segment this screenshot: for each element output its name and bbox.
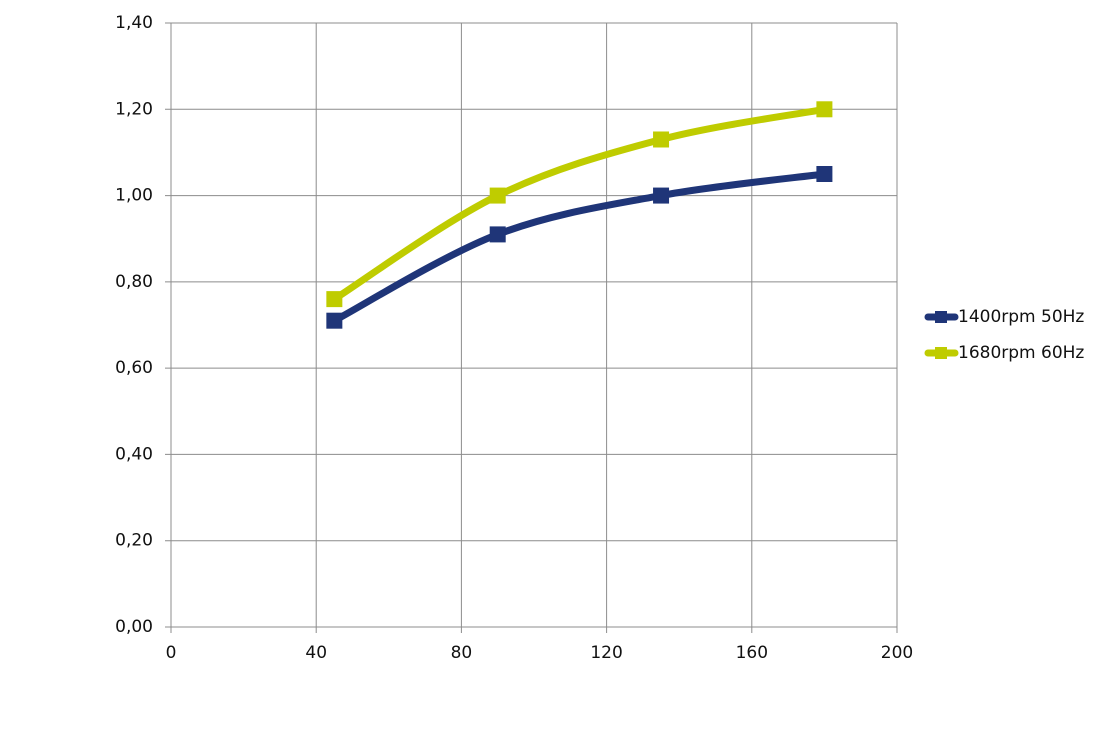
y-tick-label: 0,60 xyxy=(115,358,153,378)
legend-marker xyxy=(935,311,947,323)
x-tick-label: 200 xyxy=(881,643,913,663)
marker xyxy=(326,291,343,308)
marker xyxy=(326,312,343,329)
marker xyxy=(653,131,670,148)
x-tick-label: 0 xyxy=(166,643,177,663)
y-tick-label: 0,40 xyxy=(115,444,153,464)
legend-marker xyxy=(935,347,947,359)
marker xyxy=(653,187,670,204)
x-tick-label: 160 xyxy=(736,643,768,663)
series-line xyxy=(330,170,828,325)
y-tick-label: 1,00 xyxy=(115,186,153,206)
x-tick-label: 80 xyxy=(451,643,473,663)
y-tick-label: 1,40 xyxy=(115,13,153,33)
x-tick-label: 40 xyxy=(305,643,327,663)
y-tick-label: 0,00 xyxy=(115,617,153,637)
marker xyxy=(816,101,833,118)
y-tick-label: 0,80 xyxy=(115,272,153,292)
series-line xyxy=(330,105,828,303)
legend-label: 1680rpm 60Hz xyxy=(958,343,1084,363)
marker xyxy=(489,226,506,243)
marker xyxy=(489,187,506,204)
y-tick-label: 0,20 xyxy=(115,531,153,551)
y-tick-label: 1,20 xyxy=(115,99,153,119)
x-tick-label: 120 xyxy=(590,643,622,663)
marker xyxy=(816,166,833,182)
legend-label: 1400rpm 50Hz xyxy=(958,307,1084,327)
